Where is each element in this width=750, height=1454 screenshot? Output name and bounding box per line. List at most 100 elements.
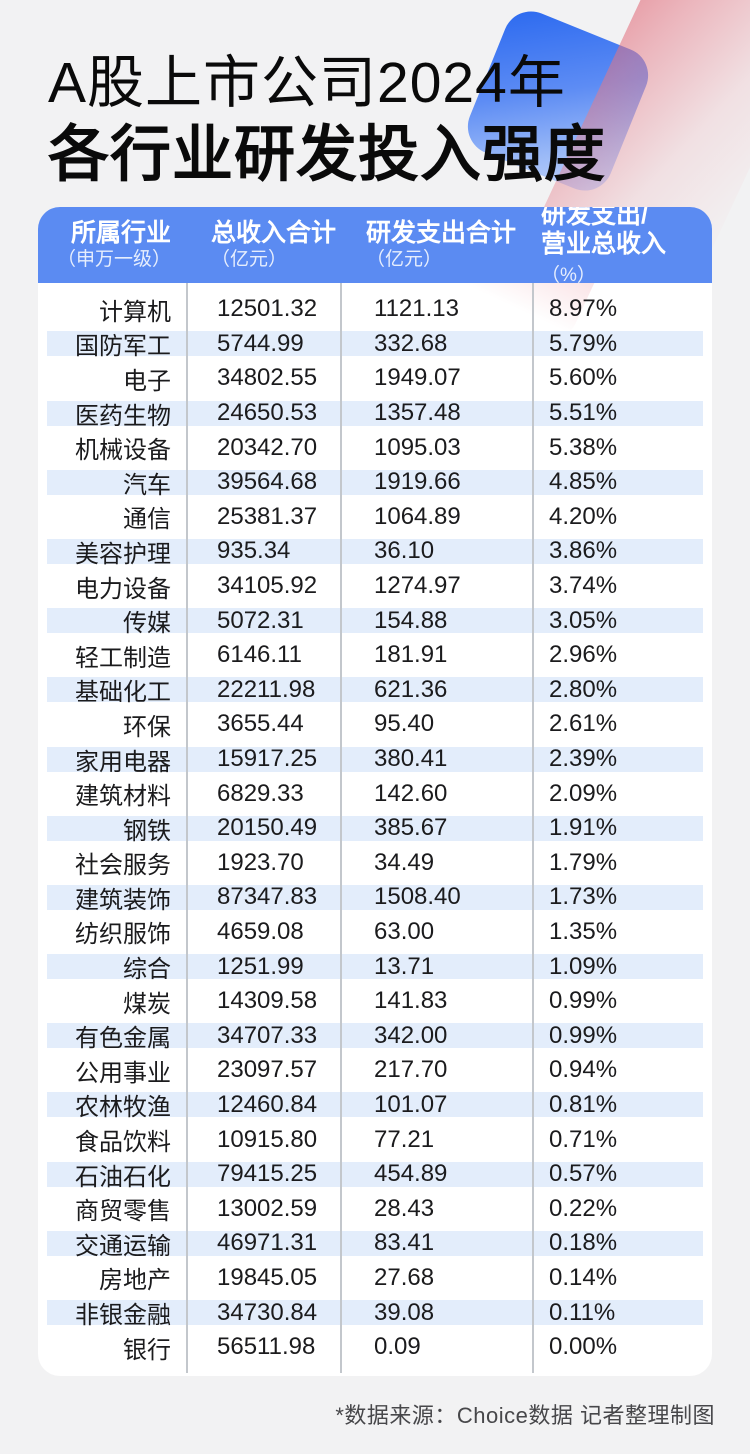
value-cell: 27.68 bbox=[374, 1263, 435, 1291]
value-cell: 0.94% bbox=[549, 1056, 618, 1084]
value-cell: 3.05% bbox=[549, 606, 618, 634]
table-row: 国防军工 5744.99 332.68 5.79% bbox=[38, 326, 712, 362]
industry-cell: 美容护理 bbox=[75, 540, 171, 568]
industry-cell: 建筑材料 bbox=[75, 783, 171, 811]
table-row: 基础化工 22211.98 621.36 2.80% bbox=[38, 672, 712, 708]
value-cell: 1251.99 bbox=[217, 952, 304, 980]
header-industry-unit: （申万一级） bbox=[56, 248, 171, 270]
value-cell: 0.14% bbox=[549, 1263, 618, 1291]
industry-cell: 煤炭 bbox=[123, 990, 171, 1018]
industry-cell: 纺织服饰 bbox=[75, 921, 171, 949]
header-industry-label: 所属行业 bbox=[70, 218, 171, 247]
value-cell: 0.81% bbox=[549, 1090, 618, 1118]
header-rd-intensity-unit: （%） bbox=[541, 264, 596, 286]
value-cell: 1.91% bbox=[549, 814, 618, 842]
value-cell: 39564.68 bbox=[217, 468, 318, 496]
value-cell: 28.43 bbox=[374, 1194, 435, 1222]
value-cell: 19845.05 bbox=[217, 1263, 318, 1291]
table-row: 综合 1251.99 13.71 1.09% bbox=[38, 949, 712, 984]
table-row: 机械设备 20342.70 1095.03 5.38% bbox=[38, 430, 712, 465]
value-cell: 6146.11 bbox=[217, 641, 302, 669]
title-line1: A股上市公司2024年 bbox=[48, 51, 566, 115]
value-cell: 141.83 bbox=[374, 987, 448, 1015]
value-cell: 5.60% bbox=[549, 364, 618, 392]
value-cell: 0.71% bbox=[549, 1125, 618, 1153]
header-rd-intensity-label2-text: 营业总收入 bbox=[541, 229, 667, 258]
value-cell: 46971.31 bbox=[217, 1229, 318, 1257]
value-cell: 25381.37 bbox=[217, 502, 318, 530]
industry-cell: 综合 bbox=[123, 956, 171, 984]
value-cell: 36.10 bbox=[374, 537, 435, 565]
value-cell: 385.67 bbox=[374, 814, 448, 842]
table-row: 煤炭 14309.58 141.83 0.99% bbox=[38, 984, 712, 1019]
value-cell: 0.99% bbox=[549, 1021, 618, 1049]
table-row: 计算机 12501.32 1121.13 8.97% bbox=[38, 292, 712, 327]
column-divider-1 bbox=[186, 283, 188, 1373]
value-cell: 5744.99 bbox=[217, 329, 304, 357]
table-row: 电力设备 34105.92 1274.97 3.74% bbox=[38, 569, 712, 604]
table-row: 钢铁 20150.49 385.67 1.91% bbox=[38, 810, 712, 846]
value-cell: 5.51% bbox=[549, 399, 618, 427]
value-cell: 1923.70 bbox=[217, 848, 304, 876]
value-cell: 621.36 bbox=[374, 675, 448, 703]
value-cell: 2.80% bbox=[549, 675, 618, 703]
value-cell: 77.21 bbox=[374, 1125, 435, 1153]
header-rd-spend: 研发支出合计 （亿元） bbox=[341, 207, 533, 283]
industry-cell: 通信 bbox=[123, 506, 171, 534]
value-cell: 2.96% bbox=[549, 641, 618, 669]
table-row: 传媒 5072.31 154.88 3.05% bbox=[38, 603, 712, 638]
value-cell: 10915.80 bbox=[217, 1125, 318, 1153]
table-row: 汽车 39564.68 1919.66 4.85% bbox=[38, 464, 712, 500]
value-cell: 22211.98 bbox=[217, 675, 316, 703]
value-cell: 1.73% bbox=[549, 883, 618, 911]
header-rd-intensity-label2: 营业总收入 （%） bbox=[541, 230, 712, 290]
value-cell: 5.79% bbox=[549, 329, 618, 357]
value-cell: 20150.49 bbox=[217, 814, 318, 842]
value-cell: 87347.83 bbox=[217, 883, 318, 911]
value-cell: 23097.57 bbox=[217, 1056, 318, 1084]
value-cell: 20342.70 bbox=[217, 433, 318, 461]
value-cell: 332.68 bbox=[374, 329, 448, 357]
value-cell: 5.38% bbox=[549, 433, 618, 461]
table-row: 有色金属 34707.33 342.00 0.99% bbox=[38, 1018, 712, 1054]
industry-cell: 非银金融 bbox=[75, 1302, 171, 1330]
table-row: 医药生物 24650.53 1357.48 5.51% bbox=[38, 395, 712, 431]
table-row: 建筑材料 6829.33 142.60 2.09% bbox=[38, 776, 712, 811]
industry-cell: 公用事业 bbox=[75, 1059, 171, 1087]
value-cell: 1.79% bbox=[549, 848, 618, 876]
table-row: 轻工制造 6146.11 181.91 2.96% bbox=[38, 638, 712, 673]
value-cell: 39.08 bbox=[374, 1298, 435, 1326]
value-cell: 13.71 bbox=[374, 952, 435, 980]
value-cell: 2.09% bbox=[549, 779, 618, 807]
table-row: 房地产 19845.05 27.68 0.14% bbox=[38, 1261, 712, 1296]
value-cell: 4.20% bbox=[549, 502, 618, 530]
value-cell: 12501.32 bbox=[217, 295, 318, 323]
value-cell: 14309.58 bbox=[217, 987, 318, 1015]
value-cell: 0.99% bbox=[549, 987, 618, 1015]
table-row: 农林牧渔 12460.84 101.07 0.81% bbox=[38, 1087, 712, 1123]
value-cell: 3655.44 bbox=[217, 710, 304, 738]
value-cell: 1949.07 bbox=[374, 364, 461, 392]
column-divider-3 bbox=[532, 283, 534, 1373]
industry-cell: 房地产 bbox=[99, 1267, 171, 1295]
header-rd-spend-label: 研发支出合计 bbox=[366, 218, 517, 247]
value-cell: 13002.59 bbox=[217, 1194, 318, 1222]
table-body: 计算机 12501.32 1121.13 8.97% 国防军工 5744.99 332.68… bbox=[38, 283, 712, 1364]
value-cell: 12460.84 bbox=[217, 1090, 318, 1118]
industry-cell: 银行 bbox=[123, 1336, 171, 1364]
page-title: A股上市公司2024年 各行业研发投入强度 bbox=[48, 50, 606, 190]
value-cell: 217.70 bbox=[374, 1056, 448, 1084]
value-cell: 3.74% bbox=[549, 572, 618, 600]
value-cell: 0.00% bbox=[549, 1333, 618, 1361]
table-row: 交通运输 46971.31 83.41 0.18% bbox=[38, 1226, 712, 1261]
table-row: 通信 25381.37 1064.89 4.20% bbox=[38, 500, 712, 535]
industry-cell: 国防军工 bbox=[75, 333, 171, 361]
value-cell: 2.61% bbox=[549, 710, 618, 738]
industry-cell: 环保 bbox=[123, 713, 171, 741]
industry-cell: 交通运输 bbox=[75, 1232, 171, 1260]
value-cell: 181.91 bbox=[374, 641, 448, 669]
value-cell: 380.41 bbox=[374, 745, 448, 773]
industry-cell: 食品饮料 bbox=[75, 1129, 171, 1157]
value-cell: 1357.48 bbox=[374, 399, 461, 427]
data-table-card: 所属行业 （申万一级） 总收入合计 （亿元） 研发支出合计 （亿元） 研发支出/… bbox=[38, 207, 712, 1376]
